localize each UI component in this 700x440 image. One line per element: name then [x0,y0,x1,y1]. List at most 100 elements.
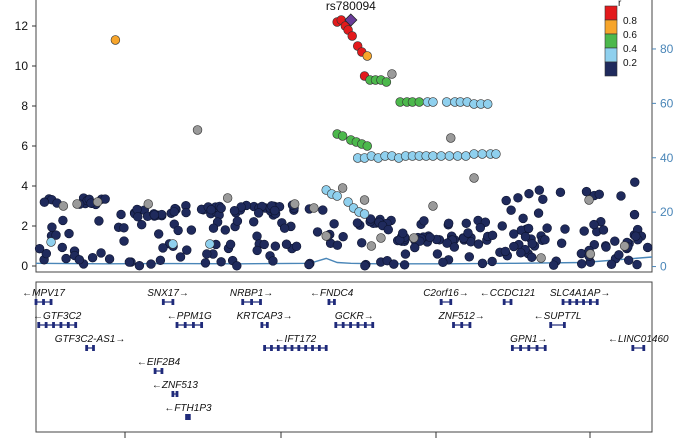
snp-point [359,209,370,219]
snp-point-low-ld [520,231,531,242]
snp-point [168,239,178,249]
snp-point-low-ld [542,223,552,233]
snp-point [585,249,596,259]
gene-exon [160,368,164,374]
snp-point-low-ld [442,238,452,248]
snp-point-low-ld [540,235,550,245]
snp-point-low-ld [312,227,323,237]
snp-point-low-ld [610,236,620,246]
legend-label: 0.8 [623,16,637,27]
snp-point-low-ld [104,254,115,264]
snp-point-low-ld [318,205,328,215]
gene-label: GPN1→ [510,334,547,345]
legend-swatch [604,19,618,35]
gene-label: ←LINC01460 [608,334,669,345]
snp-point [452,151,463,161]
snp-point-low-ld [360,261,370,271]
gene-label: NRBP1→ [230,288,273,299]
snp-point-low-ld [477,258,488,269]
snp-point-low-ld [229,205,240,216]
snp-point-low-ld [389,259,399,269]
snp-point-low-ld [632,259,642,270]
snp-point-low-ld [249,217,259,227]
gene-exon [589,299,592,305]
gene-exon [66,322,70,328]
snp-point [428,151,438,161]
snp-point-low-ld [616,191,626,201]
snp-point [477,149,487,159]
snp-point-low-ld [291,241,302,252]
gene-label: ←GTF3C2 [33,311,82,322]
snp-point-low-ld [548,260,559,270]
gene-exon [161,299,165,305]
legend-swatch [604,33,618,49]
snp-point-low-ld [501,195,511,206]
snp-point-low-ld [449,242,460,252]
gene-exon [304,345,308,351]
gene-exon [317,345,321,351]
snp-point [46,237,56,247]
snp-point-low-ld [464,252,474,262]
gene-exon [460,322,464,328]
snp-point-low-ld [400,249,411,259]
snp-point-low-ld [146,259,156,269]
snp-point-low-ld [473,239,484,249]
gene-label: SNX17→ [147,288,189,299]
snp-point-low-ld [155,255,166,266]
gene-label: ←EIF2B4 [137,357,181,368]
left-tick-label: 8 [21,99,28,113]
snp-point-low-ld [398,228,408,238]
snp-point-low-ld [34,243,45,254]
lead-snp-marker [344,13,358,27]
gene-exon [171,391,175,397]
snp-point-low-ld [601,242,611,252]
recombination-rate-path [35,256,653,265]
snp-point [337,131,348,141]
snp-point [441,97,452,107]
gene-exon [356,322,360,328]
gene-exon [52,322,55,328]
gene-exon [582,299,585,305]
snp-point-low-ld [124,257,135,267]
gene-exon [327,299,331,305]
snp-points [34,15,653,271]
snp-point-low-ld [606,259,617,269]
gene-exon [562,322,566,328]
gene-exon [153,368,157,374]
snp-point-low-ld [136,219,147,230]
snp-point [321,231,331,241]
snp-point-low-ld [158,243,168,253]
snp-point-low-ld [216,203,226,213]
snp-point [409,233,419,243]
snp-point-low-ld [232,216,243,226]
snp-point-low-ld [39,197,50,207]
gene-label: ←ZNF513 [152,380,199,391]
snp-point-low-ld [438,257,448,268]
gene-label: ←FNDC4 [310,288,354,299]
snp-point-low-ld [631,231,641,241]
snp-point [584,195,594,205]
left-tick-label: 12 [15,19,29,33]
gene-exon [527,345,531,351]
snp-point-low-ld [51,230,61,240]
gene-exon [341,322,345,328]
snp-point [469,149,479,159]
snp-point-low-ld [594,189,604,199]
gene-exon [334,322,338,328]
snp-point-low-ld [598,225,609,235]
snp-point-low-ld [506,205,516,215]
snp-point [362,141,372,151]
gene-label: ←CCDC121 [480,288,536,299]
snp-point-low-ld [419,216,429,226]
snp-point-low-ld [500,246,511,257]
lead-snp-label: rs780094 [326,0,376,13]
snp-point-low-ld [216,257,226,267]
gene-track: ←MPV17 SNX17→ NRBP1→ ←FNDC4 C2orf16→ ←CCDC121… [22,281,669,438]
snp-point [92,197,103,207]
snp-point [309,203,319,213]
snp-point-low-ld [630,177,640,187]
gene-label: ←SUPT7L [534,311,582,322]
snp-point-low-ld [47,222,57,232]
